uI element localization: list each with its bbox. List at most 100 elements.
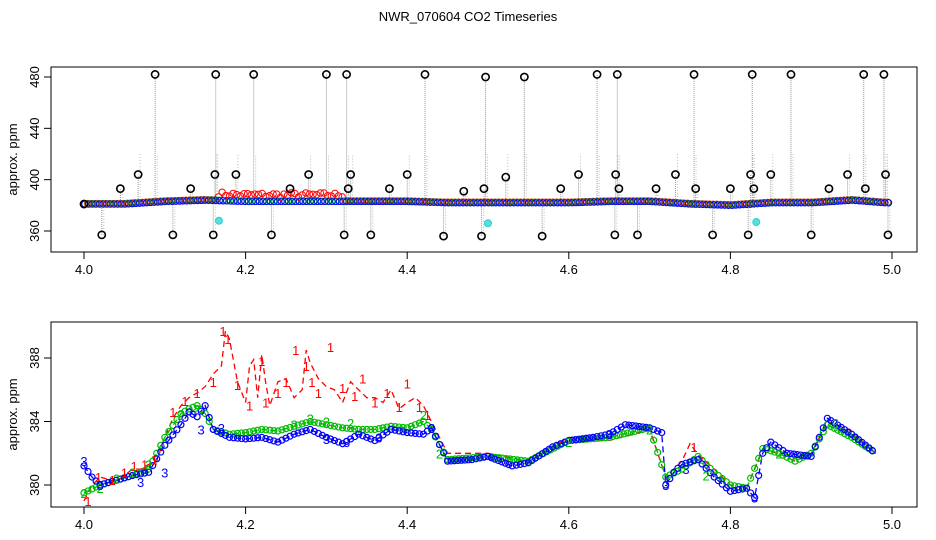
series-point-2: [419, 417, 427, 426]
series-point-3: [662, 481, 670, 489]
series-point-3: [557, 440, 565, 448]
series-point-3: [314, 429, 322, 438]
red-point: [269, 190, 277, 198]
red-point: [262, 192, 270, 201]
series-point-2: [662, 473, 670, 481]
red-point: [236, 192, 245, 200]
series-point-3: [205, 413, 213, 422]
series-point-3: [330, 436, 339, 445]
series-point-3: [201, 402, 209, 410]
series-point-3: [645, 424, 654, 432]
series-point-3: [501, 459, 509, 467]
point-label-1: 1: [151, 453, 158, 468]
series-point-2: [347, 425, 355, 433]
series-point-3: [411, 429, 419, 438]
series-point-2: [145, 465, 153, 473]
series-point-3: [84, 467, 92, 476]
series-point-3: [262, 434, 270, 443]
series-point-2: [262, 426, 270, 434]
outlier-point: [366, 230, 376, 240]
outlier-point: [385, 184, 394, 194]
series-point-3: [427, 424, 436, 432]
series-point-3: [549, 443, 557, 451]
outlier-point: [860, 184, 870, 194]
outlier-point: [267, 230, 276, 240]
series-point-3: [730, 486, 739, 495]
point-label-2: 2: [97, 481, 104, 496]
point-label-3: 3: [198, 422, 205, 437]
point-label-1: 1: [262, 395, 269, 410]
point-label-2: 2: [703, 468, 710, 483]
series-point-3: [751, 494, 759, 502]
series-point-3: [197, 407, 205, 415]
series-point-2: [407, 422, 415, 430]
red-point: [316, 189, 325, 197]
series-point-2: [706, 464, 714, 472]
series-point-2: [258, 425, 266, 434]
series-point-3: [302, 427, 310, 435]
series-point-2: [294, 421, 302, 429]
red-point: [251, 190, 259, 198]
point-label-3: 3: [751, 491, 758, 506]
series-point-3: [565, 436, 573, 445]
x-tick-label: 5.0: [883, 517, 901, 532]
point-label-1: 1: [371, 395, 378, 410]
outlier-point: [610, 230, 620, 240]
series-point-3: [468, 456, 476, 464]
series-point-3: [491, 455, 499, 463]
series-point-2: [302, 419, 310, 427]
series-point-2: [246, 428, 254, 436]
red-point: [334, 192, 343, 200]
point-label-1: 1: [84, 494, 91, 509]
series-point-2: [80, 489, 88, 497]
series-point-3: [439, 449, 448, 457]
series-point-3: [601, 431, 609, 439]
series-point-3: [399, 428, 407, 436]
series-point-2: [266, 426, 274, 434]
point-label-1: 1: [303, 359, 310, 374]
series-point-3: [157, 448, 165, 456]
series-point-3: [407, 429, 415, 437]
point-label-2: 2: [323, 415, 330, 430]
series-point-2: [844, 431, 852, 440]
blue-point: [884, 199, 893, 207]
series-point-3: [593, 432, 601, 441]
series-point-3: [221, 431, 229, 439]
series-point-3: [658, 429, 666, 437]
series-point-3: [650, 425, 658, 434]
red-point: [287, 189, 295, 197]
series-point-3: [387, 425, 395, 434]
series-point-3: [92, 477, 100, 485]
series-point-2: [274, 427, 282, 435]
series-point-2: [371, 425, 379, 434]
series-point-3: [621, 421, 629, 429]
series-point-2: [730, 482, 739, 490]
series-point-3: [639, 423, 647, 431]
point-label-1: 1: [258, 354, 265, 369]
point-label-3: 3: [343, 435, 350, 450]
series-point-2: [318, 420, 326, 428]
series-point-3: [786, 450, 795, 458]
outlier-point: [708, 230, 718, 240]
point-label-1: 1: [274, 386, 281, 401]
series-point-3: [702, 464, 710, 472]
series-point-2: [751, 464, 759, 472]
outlier-point: [519, 72, 529, 82]
point-label-1: 1: [292, 343, 299, 358]
point-label-1: 1: [308, 375, 315, 390]
series-point-3: [674, 464, 682, 472]
series-point-3: [116, 475, 124, 483]
series-point-2: [278, 426, 286, 434]
series-point-2: [290, 422, 298, 430]
outlier-point: [477, 231, 486, 241]
series-point-2: [330, 422, 339, 430]
series-point-2: [169, 421, 177, 430]
series-point-2: [521, 457, 529, 465]
series-point-2: [620, 430, 628, 438]
red-point: [214, 193, 223, 201]
series-point-3: [306, 425, 314, 434]
red-point: [265, 192, 274, 200]
series-point-3: [642, 423, 650, 431]
red-point: [294, 193, 303, 201]
